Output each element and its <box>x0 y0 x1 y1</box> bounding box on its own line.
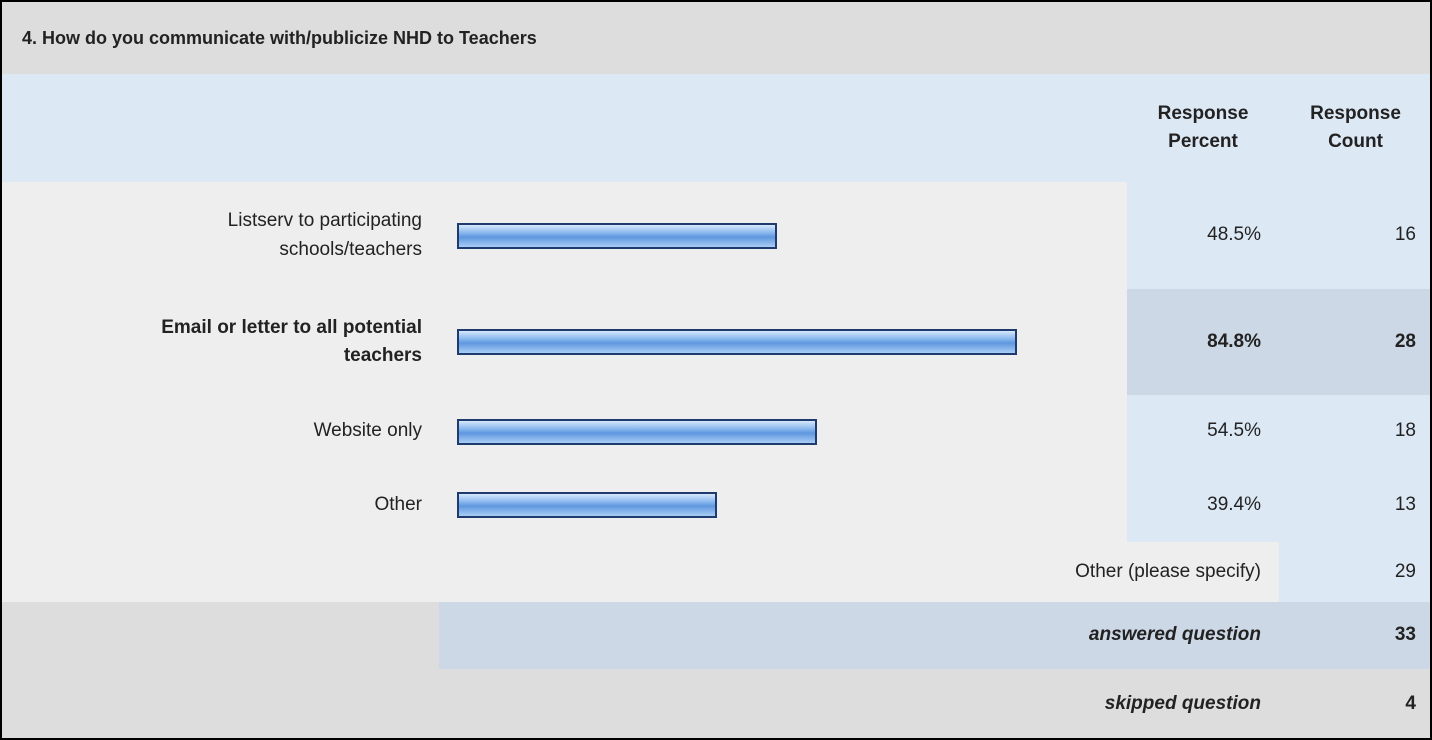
answered-cell <box>439 602 1430 669</box>
bar <box>457 418 817 445</box>
count-cell <box>1279 542 1430 602</box>
percent-label: 54.5% <box>1207 420 1261 442</box>
bar <box>457 492 718 518</box>
percent-cell <box>1127 468 1430 542</box>
count-label: 28 <box>1394 330 1416 352</box>
header-row <box>2 74 1430 182</box>
percent-label: 84.8% <box>1207 330 1261 352</box>
category-label: Listserv to participating schools/teache… <box>227 210 422 260</box>
column-header: Response Percent <box>1157 102 1249 153</box>
title-bar <box>2 2 1430 74</box>
title: 4. How do you communicate with/publicize… <box>22 27 537 48</box>
skipped-count: 4 <box>1405 693 1416 715</box>
bar <box>457 222 778 249</box>
skipped-row <box>2 669 1430 738</box>
percent-cell <box>1127 182 1430 289</box>
category-label: Email or letter to all potential teacher… <box>161 316 422 367</box>
count-label: 18 <box>1394 420 1416 442</box>
percent-label: 48.5% <box>1207 224 1261 246</box>
other-count: 29 <box>1394 560 1416 582</box>
category-label: Other <box>374 493 422 515</box>
column-header: Response Count <box>1310 102 1401 153</box>
percent-label: 39.4% <box>1207 493 1261 515</box>
other-label: Other (please specify) <box>1075 560 1261 582</box>
answered-label: answered question <box>1088 624 1261 646</box>
bar <box>457 329 1017 355</box>
answered-count: 33 <box>1394 624 1416 646</box>
percent-cell <box>1127 395 1430 468</box>
count-label: 16 <box>1394 224 1416 246</box>
skipped-label: skipped question <box>1104 693 1261 715</box>
count-label: 13 <box>1394 493 1416 515</box>
category-label: Website only <box>313 420 422 442</box>
percent-cell <box>1127 289 1430 395</box>
